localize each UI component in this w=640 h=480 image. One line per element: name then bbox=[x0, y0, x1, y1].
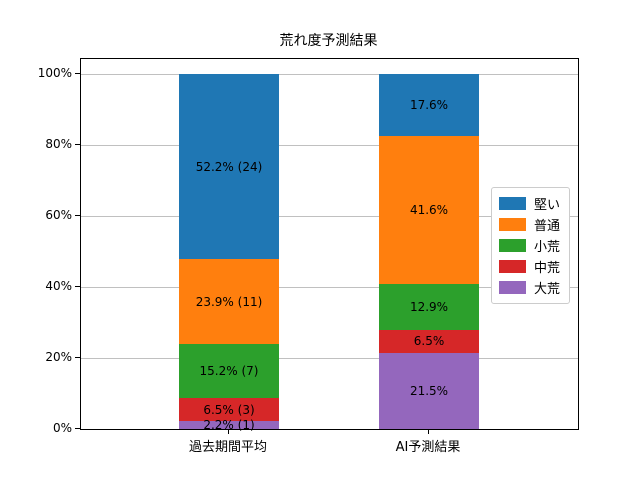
legend-label: 大荒 bbox=[534, 282, 561, 297]
bar-segment bbox=[179, 344, 279, 399]
y-tick-label: 100% bbox=[37, 66, 72, 80]
legend-label: 中荒 bbox=[534, 261, 561, 276]
bar-segment-label: 6.5% (3) bbox=[203, 402, 255, 417]
y-tick-label: 80% bbox=[45, 137, 72, 151]
y-tick-label: 0% bbox=[52, 421, 72, 435]
bar-segment-label: 23.9% (11) bbox=[195, 294, 263, 309]
chart-title: 荒れ度予測結果 bbox=[279, 33, 378, 49]
legend-swatch bbox=[499, 239, 526, 252]
legend-label: 小荒 bbox=[534, 240, 561, 255]
x-tick-mark bbox=[428, 429, 429, 434]
bar-segment bbox=[179, 398, 279, 422]
bar-segment-label: 15.2% (7) bbox=[199, 364, 259, 379]
y-tick-label: 60% bbox=[45, 208, 72, 222]
bar-segment bbox=[179, 421, 279, 429]
gridline bbox=[81, 216, 578, 217]
plot-area: 2.2% (1) 6.5% (3) 15.2% (7) 23.9% (11) 52.2%… bbox=[80, 58, 579, 433]
bar-segment-label: 52.2% (24) bbox=[195, 159, 263, 174]
y-tick-mark bbox=[75, 428, 80, 429]
legend-item: 堅い bbox=[499, 193, 560, 214]
bar-segment bbox=[379, 352, 479, 429]
x-tick-label: AI予測結果 bbox=[395, 440, 461, 455]
bar-segment bbox=[379, 136, 479, 284]
legend: 堅い普通小荒中荒大荒 bbox=[491, 187, 571, 304]
bar-segment-label: 6.5% bbox=[413, 334, 445, 349]
legend-label: 堅い bbox=[534, 198, 561, 213]
y-tick-mark bbox=[75, 357, 80, 358]
bar-segment-label: 17.6% bbox=[409, 97, 449, 112]
legend-swatch bbox=[499, 281, 526, 294]
legend-swatch bbox=[499, 218, 526, 231]
bar-segment bbox=[179, 259, 279, 345]
bar-segment bbox=[379, 283, 479, 330]
bar-segment-label: 12.9% bbox=[409, 299, 449, 314]
bar-segment bbox=[379, 329, 479, 353]
y-tick-mark bbox=[75, 144, 80, 145]
x-tick-label: 過去期間平均 bbox=[188, 440, 268, 455]
bar-segment bbox=[379, 73, 479, 137]
x-tick-mark bbox=[228, 429, 229, 434]
y-tick-label: 40% bbox=[45, 279, 72, 293]
gridline bbox=[81, 74, 578, 75]
y-tick-mark bbox=[75, 215, 80, 216]
legend-swatch bbox=[499, 197, 526, 210]
legend-label: 普通 bbox=[534, 219, 561, 234]
y-tick-mark bbox=[75, 73, 80, 74]
legend-item: 普通 bbox=[499, 214, 560, 235]
gridline bbox=[81, 287, 578, 288]
legend-item: 小荒 bbox=[499, 235, 560, 256]
y-tick-label: 20% bbox=[45, 350, 72, 364]
gridline bbox=[81, 358, 578, 359]
legend-swatch bbox=[499, 260, 526, 273]
y-tick-mark bbox=[75, 286, 80, 287]
bar-segment-label: 21.5% bbox=[409, 383, 449, 398]
gridline bbox=[81, 145, 578, 146]
bar-segment bbox=[179, 74, 279, 260]
bar-segment-label: 41.6% bbox=[409, 202, 449, 217]
legend-item: 中荒 bbox=[499, 256, 560, 277]
legend-item: 大荒 bbox=[499, 277, 560, 298]
bar-segment-label: 2.2% (1) bbox=[203, 418, 255, 433]
